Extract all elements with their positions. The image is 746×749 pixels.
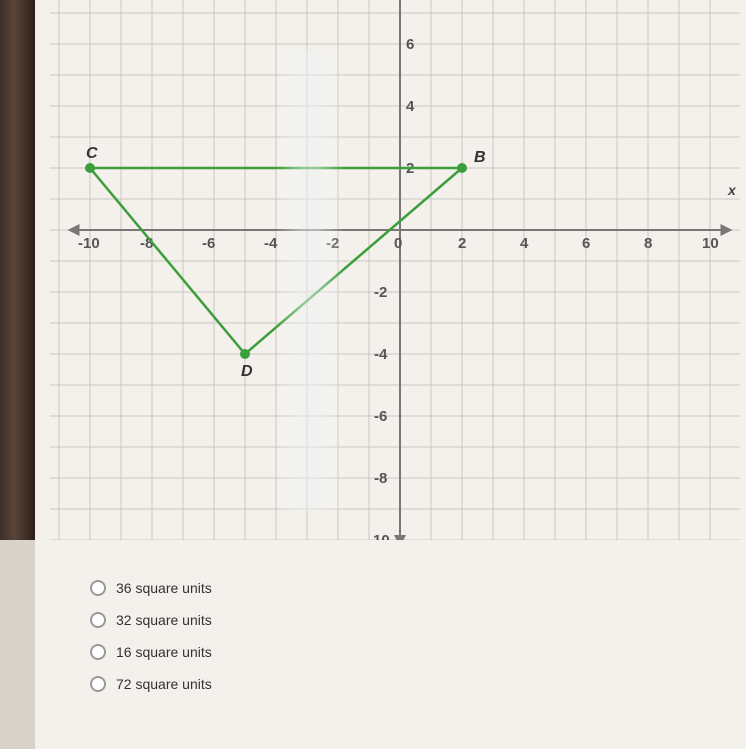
svg-text:0: 0 [394,235,402,252]
svg-text:10: 10 [702,235,719,252]
radio-icon [90,644,106,660]
answer-option-2[interactable]: 16 square units [90,644,212,660]
answer-options: 36 square units 32 square units 16 squar… [90,580,212,692]
svg-text:D: D [241,363,253,380]
svg-text:6: 6 [406,36,414,53]
answer-label: 16 square units [116,644,212,660]
svg-text:4: 4 [520,235,529,252]
svg-text:2: 2 [458,235,466,252]
svg-text:-8: -8 [374,470,387,487]
worksheet-paper: -10-8-6-4-20246810-10-8-6-4-22468 CBD x … [35,0,746,749]
radio-icon [90,612,106,628]
svg-text:-10: -10 [78,235,100,252]
screen-glare [275,50,345,510]
svg-text:-2: -2 [374,284,387,301]
photo-edge [0,0,35,540]
answer-label: 72 square units [116,676,212,692]
svg-text:-6: -6 [202,235,215,252]
coordinate-graph: -10-8-6-4-20246810-10-8-6-4-22468 CBD x [50,0,740,540]
svg-text:-4: -4 [374,346,388,363]
answer-option-1[interactable]: 32 square units [90,612,212,628]
axes [68,0,733,540]
x-axis-label: x [727,182,737,198]
svg-text:4: 4 [406,98,415,115]
grid-lines [50,0,740,540]
answer-option-3[interactable]: 72 square units [90,676,212,692]
svg-text:-10: -10 [368,532,390,540]
svg-text:B: B [474,149,486,166]
radio-icon [90,676,106,692]
svg-text:6: 6 [582,235,590,252]
answer-label: 32 square units [116,612,212,628]
answer-option-0[interactable]: 36 square units [90,580,212,596]
radio-icon [90,580,106,596]
svg-text:C: C [86,145,98,162]
svg-text:8: 8 [644,235,652,252]
svg-text:-6: -6 [374,408,387,425]
answer-label: 36 square units [116,580,212,596]
